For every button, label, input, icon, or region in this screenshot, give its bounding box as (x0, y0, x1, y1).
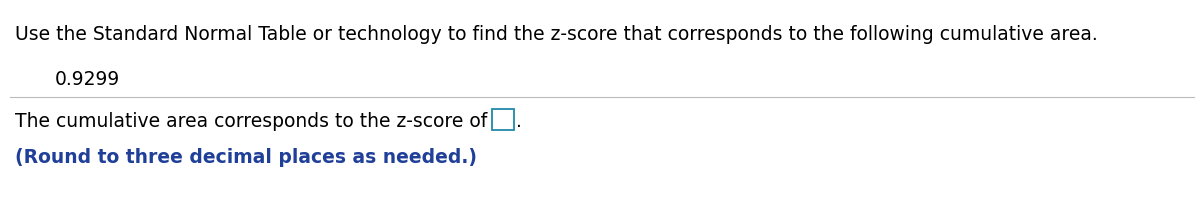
Text: The cumulative area corresponds to the z-score of: The cumulative area corresponds to the z… (14, 112, 487, 131)
Text: Use the Standard Normal Table or technology to find the z-score that corresponds: Use the Standard Normal Table or technol… (14, 25, 1098, 44)
Text: (Round to three decimal places as needed.): (Round to three decimal places as needed… (14, 148, 478, 167)
Text: .: . (516, 112, 522, 131)
Text: 0.9299: 0.9299 (55, 70, 120, 89)
